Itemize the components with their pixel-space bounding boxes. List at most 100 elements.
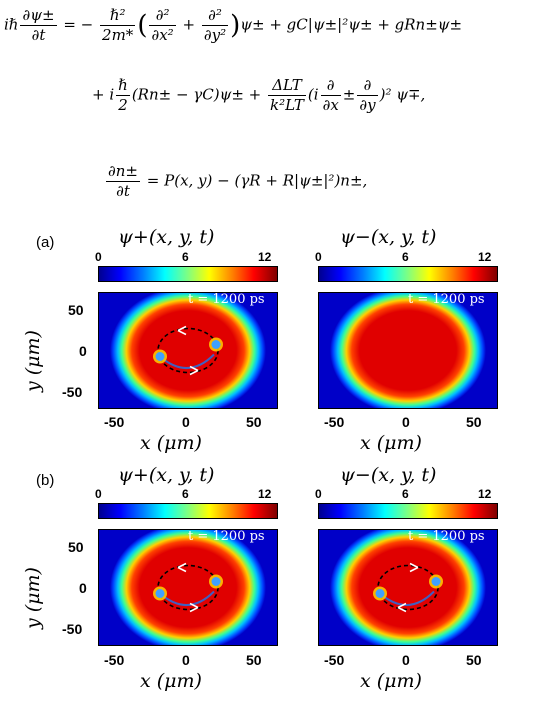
colorbar-tick: 6 (402, 250, 409, 264)
panel-b-label: (b) (36, 472, 55, 489)
frac-num: ∂n± (106, 162, 140, 182)
panel-a-right-heatmap (318, 292, 498, 409)
vortex-core (155, 589, 165, 598)
equation-1-line-1: iℏ ∂ψ± ∂t = − ℏ² 2m*(∂² ∂x² + ∂² ∂y²)ψ± + gC|… (4, 8, 462, 43)
frac-num: ∂² (201, 8, 229, 26)
colorbar-tick: 0 (315, 487, 322, 501)
y-tick: 50 (68, 539, 84, 555)
x-tick: 0 (402, 414, 410, 430)
panel-b-left-title: ψ+(x, y, t) (118, 464, 215, 486)
eq1-line2-mid: (Rn± − γC)ψ± + (131, 85, 262, 104)
density-map (319, 530, 497, 645)
lhs-prefix: iℏ (4, 15, 19, 34)
x-tick: 0 (182, 652, 190, 668)
panel-b-right-heatmap (318, 529, 498, 646)
equals-minus: = − (63, 15, 94, 34)
time-label: t = 1200 ps (188, 529, 265, 544)
close-squared: )² ψ∓, (379, 85, 426, 104)
delta-lt-fraction: ΔLT k²LT (268, 78, 306, 113)
vortex-core (211, 340, 221, 349)
vortex-core (431, 577, 441, 586)
frac-num: ∂ (357, 78, 378, 96)
frac-den: ∂t (116, 182, 130, 200)
condensate-ring (330, 530, 486, 645)
panel-b-left-heatmap (98, 529, 278, 646)
frac-den: k²LT (270, 96, 304, 114)
close-paren: ) (230, 10, 241, 41)
colorbar-tick: 6 (402, 487, 409, 501)
hbar-mass-fraction: ℏ² 2m* (100, 8, 136, 44)
y-tick: 50 (68, 302, 84, 318)
frac-num: ∂² (149, 8, 176, 26)
panel-a-left-title: ψ+(x, y, t) (118, 226, 215, 248)
rotation-arrow-icon (177, 562, 187, 573)
x-axis-label: x (μm) (140, 670, 202, 692)
panel-a-right-colorbar (318, 266, 498, 282)
time-label: t = 1200 ps (188, 292, 265, 307)
x-tick: 0 (402, 652, 410, 668)
colorbar-tick: 12 (478, 487, 492, 501)
y-axis-label: y (μm) (22, 567, 44, 629)
panel-b-right-colorbar (318, 503, 498, 519)
colorbar-tick: 6 (182, 250, 189, 264)
rotation-arrow-icon (189, 602, 199, 613)
panel-b-right-title: ψ−(x, y, t) (340, 464, 437, 486)
y-axis-label: y (μm) (22, 330, 44, 392)
ddx-fraction: ∂ ∂x (320, 78, 341, 114)
frac-den: ∂y (359, 96, 376, 114)
y-tick: -50 (62, 384, 83, 400)
x-axis-label: x (μm) (360, 670, 422, 692)
lhs-denominator: ∂t (31, 26, 46, 44)
frac-num: ΔLT (268, 78, 306, 96)
x-axis-label: x (μm) (360, 432, 422, 454)
condensate-ring (110, 293, 266, 408)
rotation-arrow-icon (177, 325, 187, 336)
d2dy2-fraction: ∂² ∂y² (201, 8, 229, 44)
colorbar-tick: 12 (258, 250, 272, 264)
colorbar-tick: 12 (478, 250, 492, 264)
vortex-core (211, 577, 221, 586)
density-map (99, 293, 277, 408)
x-tick: 50 (466, 414, 482, 430)
colorbar-tick: 0 (95, 487, 102, 501)
x-tick: -50 (104, 414, 125, 430)
frac-den: 2m* (102, 26, 134, 44)
plus-minus: ± (342, 85, 356, 104)
open-paren: ( (137, 10, 148, 41)
x-tick: 50 (246, 414, 262, 430)
equation-2: ∂n± ∂t = P(x, y) − (γR + R|ψ±|²)n±, (104, 164, 367, 199)
x-tick: 50 (466, 652, 482, 668)
panel-a-right-title: ψ−(x, y, t) (340, 226, 437, 248)
vortex-core (155, 352, 165, 361)
lhs-numerator: ∂ψ± (20, 6, 57, 26)
eq1-rest: ψ± + gC|ψ±|²ψ± + gRn±ψ± (240, 15, 463, 34)
open-i: (i (307, 85, 319, 104)
x-tick: 50 (246, 652, 262, 668)
y-tick: 0 (79, 580, 87, 596)
rotation-arrow-icon (397, 602, 407, 613)
frac-den: 2 (118, 96, 128, 114)
rotation-arrow-icon (189, 365, 199, 376)
condensate-ring (330, 293, 486, 408)
density-map (319, 293, 497, 408)
lhs-fraction: ∂ψ± ∂t (20, 6, 57, 44)
time-label: t = 1200 ps (408, 529, 485, 544)
plus-sign: + (182, 15, 196, 34)
vortex-core (375, 589, 385, 598)
frac-den: ∂y² (203, 26, 227, 44)
ddy-fraction: ∂ ∂y (357, 78, 378, 114)
equation-1-line-2: + i ℏ 2 (Rn± − γC)ψ± + ΔLT k²LT (i ∂ ∂x ± ∂ ∂y)² ψ… (92, 78, 425, 113)
density-map (99, 530, 277, 645)
x-tick: -50 (324, 414, 345, 430)
d2dx2-fraction: ∂² ∂x² (149, 8, 176, 43)
colorbar-tick: 6 (182, 487, 189, 501)
panel-a-left-heatmap (98, 292, 278, 409)
x-tick: -50 (104, 652, 125, 668)
frac-den: ∂x (322, 96, 339, 114)
condensate-ring (110, 530, 266, 645)
dn-dt-fraction: ∂n± ∂t (106, 164, 140, 199)
x-tick: -50 (324, 652, 345, 668)
rotation-arrow-icon (409, 562, 419, 573)
y-tick: 0 (79, 343, 87, 359)
